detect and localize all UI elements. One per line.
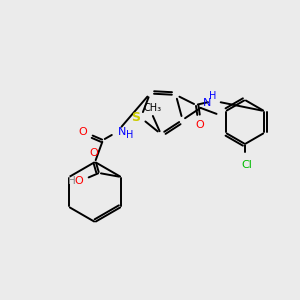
- Text: O: O: [196, 120, 204, 130]
- Text: N: N: [118, 127, 126, 137]
- Text: O: O: [75, 176, 83, 186]
- Text: H: H: [68, 176, 76, 186]
- Text: S: S: [131, 111, 140, 124]
- Text: H: H: [209, 91, 217, 101]
- Text: Cl: Cl: [242, 160, 252, 170]
- Text: N: N: [203, 98, 211, 108]
- Text: H: H: [126, 130, 134, 140]
- Text: O: O: [79, 127, 87, 137]
- Text: O: O: [90, 148, 98, 158]
- Text: CH₃: CH₃: [144, 103, 162, 113]
